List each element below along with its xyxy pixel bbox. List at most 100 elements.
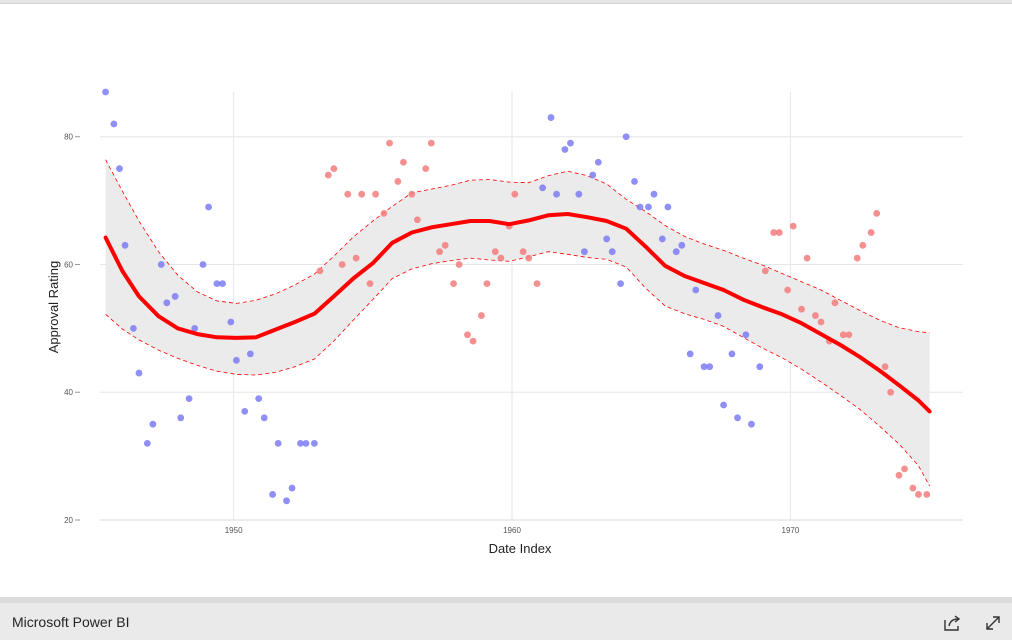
blue-data-point bbox=[233, 356, 240, 364]
blue-data-point bbox=[631, 178, 638, 185]
red-data-point bbox=[422, 165, 430, 173]
y-axis-title: Approval Rating bbox=[46, 261, 61, 354]
red-data-point bbox=[775, 229, 783, 236]
red-data-point bbox=[895, 471, 903, 479]
blue-data-point bbox=[288, 484, 296, 492]
blue-data-point bbox=[116, 165, 123, 173]
blue-data-point bbox=[734, 414, 741, 422]
red-data-point bbox=[491, 248, 499, 256]
blue-data-point bbox=[143, 439, 151, 447]
red-data-point bbox=[358, 190, 366, 198]
blue-data-point bbox=[678, 241, 686, 249]
blue-data-point bbox=[283, 497, 290, 505]
red-data-point bbox=[859, 241, 867, 249]
blue-data-point bbox=[567, 139, 574, 147]
blue-data-point bbox=[561, 146, 569, 153]
blue-data-point bbox=[692, 286, 700, 294]
y-tick-label: 20 bbox=[64, 516, 73, 525]
red-data-point bbox=[887, 388, 895, 396]
blue-data-point bbox=[608, 248, 616, 256]
red-data-point bbox=[436, 248, 444, 256]
blue-data-point bbox=[191, 324, 199, 332]
blue-data-point bbox=[302, 439, 310, 447]
blue-data-point bbox=[748, 420, 755, 428]
red-data-point bbox=[867, 229, 875, 236]
red-data-point bbox=[915, 491, 922, 498]
blue-data-point bbox=[686, 350, 694, 358]
red-data-point bbox=[394, 178, 402, 185]
red-data-point bbox=[789, 222, 797, 230]
red-data-point bbox=[372, 190, 380, 198]
blue-data-point bbox=[756, 363, 764, 371]
y-tick-label: 60 bbox=[64, 260, 73, 269]
blue-data-point bbox=[603, 235, 611, 243]
blue-data-point bbox=[255, 395, 263, 403]
red-data-point bbox=[413, 216, 421, 224]
blue-data-point bbox=[157, 261, 165, 268]
red-data-point bbox=[408, 190, 416, 198]
y-tick-label: 40 bbox=[64, 388, 73, 397]
blue-data-point bbox=[227, 318, 235, 326]
red-data-point bbox=[812, 312, 819, 319]
red-data-point bbox=[316, 267, 324, 275]
blue-data-point bbox=[658, 235, 666, 243]
x-tick-label: 1960 bbox=[503, 526, 521, 535]
blue-data-point bbox=[553, 190, 560, 198]
red-data-point bbox=[923, 491, 931, 498]
blue-data-point bbox=[700, 363, 708, 371]
red-data-point bbox=[366, 280, 374, 288]
blue-data-point bbox=[664, 203, 672, 211]
blue-data-point bbox=[269, 491, 276, 498]
red-data-point bbox=[380, 209, 388, 217]
red-data-point bbox=[525, 254, 533, 262]
red-data-point bbox=[533, 280, 541, 288]
blue-data-point bbox=[177, 414, 185, 422]
red-data-point bbox=[770, 229, 778, 236]
red-data-point bbox=[519, 248, 527, 256]
blue-data-point bbox=[297, 439, 304, 447]
confidence-band bbox=[105, 159, 930, 487]
blue-data-point bbox=[594, 158, 602, 166]
band-lower-edge bbox=[105, 251, 930, 487]
red-data-point bbox=[338, 261, 346, 268]
red-data-point bbox=[450, 280, 457, 288]
scatter-chart: 20 40 60 80 1950 1960 1970 Date Index Approval… bbox=[46, 88, 963, 556]
red-data-point bbox=[853, 254, 861, 262]
blue-data-point bbox=[645, 203, 652, 211]
red-data-point bbox=[477, 312, 485, 319]
red-data-point bbox=[839, 331, 847, 339]
blue-data-point bbox=[199, 261, 207, 268]
y-tick-label: 80 bbox=[64, 133, 73, 142]
x-tick-label: 1950 bbox=[225, 526, 243, 535]
red-data-point bbox=[386, 139, 393, 147]
blue-data-point bbox=[171, 293, 179, 300]
blue-data-point bbox=[650, 190, 658, 198]
blue-data-point bbox=[617, 280, 624, 288]
blue-data-point bbox=[260, 414, 268, 422]
red-data-point bbox=[817, 318, 825, 326]
red-data-point bbox=[831, 299, 839, 307]
x-axis-title: Date Index bbox=[489, 541, 552, 556]
red-data-point bbox=[352, 254, 360, 262]
footer-bar: Microsoft Power BI bbox=[0, 597, 1012, 640]
band-upper-edge bbox=[105, 159, 930, 334]
red-data-point bbox=[330, 165, 338, 173]
fullscreen-icon[interactable] bbox=[981, 611, 1005, 635]
blue-data-point bbox=[130, 324, 137, 332]
blue-data-point bbox=[589, 171, 597, 179]
share-icon[interactable] bbox=[940, 611, 964, 635]
blue-data-point bbox=[135, 369, 143, 377]
red-data-point bbox=[511, 190, 519, 198]
blue-data-point bbox=[580, 248, 588, 256]
blue-data-point bbox=[547, 114, 555, 121]
blue-data-point bbox=[728, 350, 736, 358]
brand-link[interactable]: Microsoft Power BI bbox=[12, 614, 130, 630]
blue-data-point bbox=[185, 395, 193, 403]
blue-data-point bbox=[274, 439, 282, 447]
top-border bbox=[0, 0, 1012, 4]
blue-data-point bbox=[205, 203, 212, 211]
red-data-point bbox=[483, 280, 491, 288]
red-data-point bbox=[881, 363, 889, 371]
blue-data-point bbox=[672, 248, 680, 256]
red-data-point bbox=[803, 254, 811, 262]
